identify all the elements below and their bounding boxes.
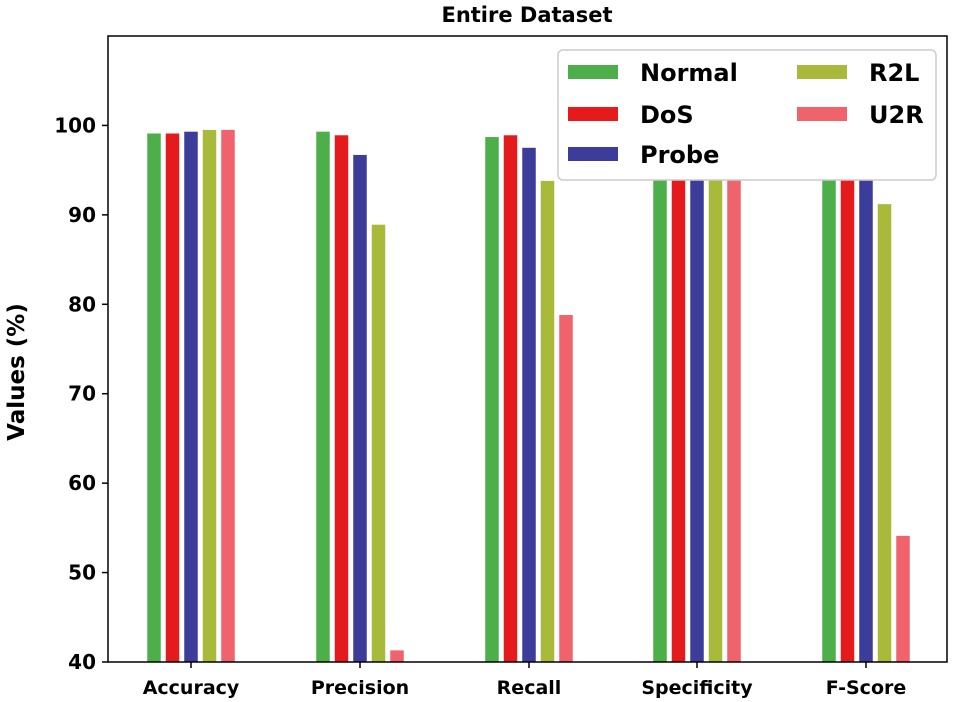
bar-r2l-precision [371,224,386,662]
legend: Normal DoS Probe R2L U2R [557,49,937,181]
y-tick-label: 40 [68,650,96,674]
x-tick-label: Accuracy [143,677,240,699]
plot-frame [107,35,948,663]
bar-dos-precision [334,135,349,662]
bar-probe-accuracy [184,131,198,662]
legend-box [557,49,937,181]
bar-normal-specificity [653,131,667,662]
x-tick-label: Specificity [641,677,753,699]
bars-layer [147,128,910,663]
legend-label-r2l: R2L [869,59,919,87]
bar-dos-recall [503,135,518,662]
legend-label-dos: DoS [640,101,694,129]
y-axis-ticks: 40 50 60 70 80 90 100 [54,113,108,674]
bar-u2r-accuracy [221,129,235,662]
legend-swatch-normal [568,65,618,79]
legend-label-probe: Probe [640,141,719,169]
bar-u2r-f-score [896,535,910,662]
bar-u2r-recall [559,315,573,662]
x-axis-ticks: Accuracy Precision Recall Specificity F-Scor… [143,662,907,699]
y-tick-label: 80 [68,292,96,316]
legend-label-normal: Normal [640,59,738,87]
bar-r2l-specificity [708,129,723,662]
bar-dos-f-score [840,135,855,662]
legend-swatch-probe [568,147,618,161]
y-tick-label: 60 [68,471,96,495]
bar-probe-f-score [859,151,873,663]
bar-dos-accuracy [165,133,180,663]
bar-r2l-f-score [877,204,892,662]
bar-normal-f-score [822,133,836,663]
bar-normal-accuracy [147,133,161,663]
bar-u2r-specificity [727,128,741,663]
legend-label-u2r: U2R [869,101,924,129]
bar-r2l-recall [540,180,555,662]
bar-normal-recall [485,137,499,663]
bar-probe-recall [522,147,536,663]
y-axis-label: Values (%) [4,303,30,441]
bar-dos-specificity [671,131,686,662]
legend-swatch-u2r [797,107,847,121]
y-tick-label: 50 [68,561,96,585]
x-tick-label: Recall [497,677,562,699]
bar-u2r-precision [390,650,404,662]
legend-swatch-dos [568,107,618,121]
bar-probe-specificity [690,129,704,662]
y-tick-label: 100 [54,113,96,137]
bar-probe-precision [353,154,367,662]
x-tick-label: Precision [311,677,409,699]
legend-swatch-r2l [797,65,847,79]
y-tick-label: 90 [68,203,96,227]
x-tick-label: F-Score [826,677,907,699]
y-tick-label: 70 [68,382,96,406]
chart-title: Entire Dataset [441,3,612,27]
bar-normal-precision [316,131,330,662]
bar-r2l-accuracy [202,129,217,662]
